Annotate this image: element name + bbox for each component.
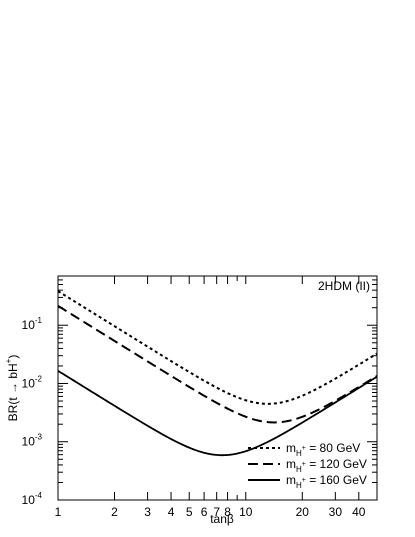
plot-frame [57, 275, 378, 501]
series-line-1 [57, 290, 378, 405]
legend-label-3: mH+ = 160 GeV [286, 473, 367, 490]
legend-label-2: mH+ = 120 GeV [286, 457, 367, 474]
x-tick-label: 30 [329, 505, 343, 519]
x-axis-label: tanβ [210, 512, 234, 526]
y-tick-label: 10-4 [22, 491, 43, 507]
y-axis-label: BR(t → bH+) [4, 355, 20, 422]
x-tick-label: 7 [213, 505, 220, 519]
x-tick-label: 8 [224, 505, 231, 519]
y-tick-label: 10-2 [22, 374, 43, 390]
x-tick-label: 4 [168, 505, 175, 519]
series-line-2 [57, 305, 378, 424]
series-line-3 [57, 370, 378, 457]
x-tick-label: 20 [296, 505, 310, 519]
x-tick-label: 3 [144, 505, 151, 519]
x-tick-label: 5 [186, 505, 193, 519]
axes: 1 2 3 4 5 6 7 8 10 20 30 40 10-4 10-3 10-2 10-1 BR(t → b… [4, 275, 378, 519]
x-tick-label: 1 [55, 505, 62, 519]
x-tick-label: 40 [352, 505, 366, 519]
x-tick-label: 2 [111, 505, 118, 519]
x-tick-label: 6 [201, 505, 208, 519]
y-tick-label: 10-3 [22, 433, 43, 449]
model-annotation: 2HDM (II) [318, 279, 370, 293]
x-tick-label: 10 [239, 505, 253, 519]
plot-area [57, 290, 378, 457]
y-tick-label: 10-1 [22, 316, 43, 332]
legend-label-1: mH+ = 80 GeV [286, 441, 360, 458]
